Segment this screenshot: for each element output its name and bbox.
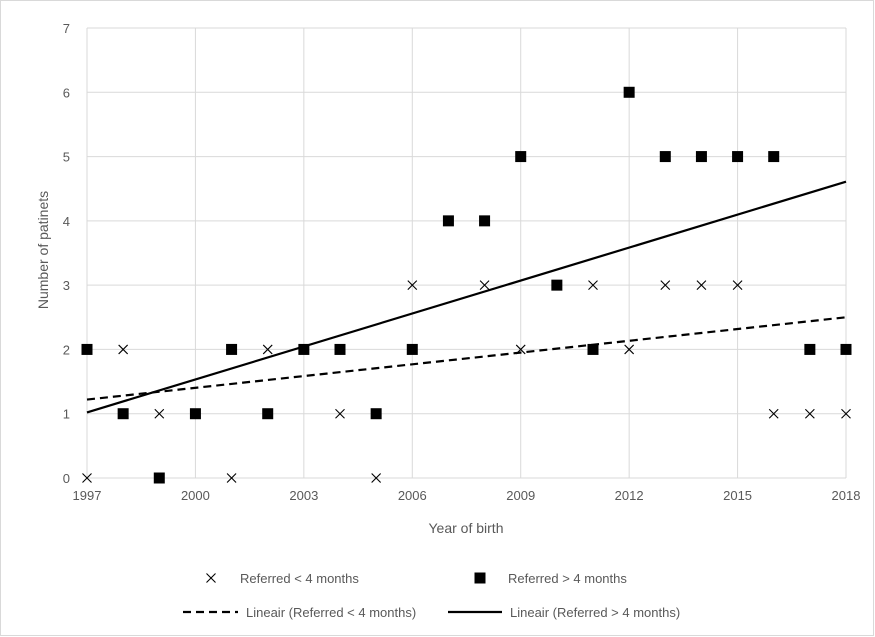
square-point — [117, 408, 129, 420]
legend-label: Referred < 4 months — [240, 571, 359, 586]
cross-point — [118, 344, 129, 355]
square-point — [623, 86, 635, 98]
cross-point — [841, 408, 851, 419]
square-point — [226, 343, 238, 355]
square-point — [768, 151, 780, 163]
x-tick-label: 2018 — [832, 488, 861, 503]
y-tick-label: 6 — [63, 85, 70, 100]
square-point — [695, 151, 707, 163]
y-tick-label: 0 — [63, 471, 70, 486]
square-point — [659, 151, 671, 163]
x-tick-label: 2000 — [181, 488, 210, 503]
square-point — [298, 343, 310, 355]
gridlines — [86, 27, 847, 479]
y-axis-ticks: 0 1 2 3 4 5 6 7 — [63, 21, 70, 486]
x-tick-label: 2006 — [398, 488, 427, 503]
legend-label: Referred > 4 months — [508, 571, 627, 586]
square-point — [479, 215, 491, 227]
square-point — [515, 151, 527, 163]
cross-point — [335, 408, 345, 419]
square-point — [189, 408, 201, 420]
cross-point — [371, 473, 382, 483]
trendlines — [86, 180, 847, 414]
y-axis-label: Number of patinets — [35, 191, 51, 309]
square-point — [587, 343, 599, 355]
cross-point — [624, 344, 635, 355]
square-point — [406, 343, 418, 355]
square-point — [442, 215, 454, 227]
cross-point — [226, 473, 237, 483]
y-tick-label: 3 — [63, 278, 70, 293]
square-point — [840, 343, 852, 355]
square-point — [153, 472, 165, 484]
x-axis-label: Year of birth — [429, 520, 504, 536]
legend-label: Lineair (Referred > 4 months) — [510, 605, 680, 620]
x-tick-label: 2012 — [615, 488, 644, 503]
legend: Referred < 4 months Referred > 4 months Li… — [183, 571, 680, 620]
trendline — [86, 316, 847, 401]
cross-point — [804, 408, 815, 419]
y-tick-label: 1 — [63, 407, 70, 422]
y-tick-label: 5 — [63, 150, 70, 165]
trendline — [86, 180, 847, 414]
x-axis-ticks: 1997 2000 2003 2006 2009 2012 2015 2018 — [73, 488, 861, 503]
cross-point — [732, 280, 743, 291]
y-tick-label: 4 — [63, 214, 70, 229]
x-tick-label: 1997 — [73, 488, 102, 503]
square-point — [551, 279, 563, 291]
cross-point — [660, 280, 671, 291]
cross-point — [588, 280, 598, 291]
cross-point — [82, 473, 92, 483]
cross-point — [696, 280, 707, 291]
cross-point — [407, 280, 418, 291]
x-tick-label: 2015 — [723, 488, 752, 503]
data-points — [81, 86, 852, 484]
cross-point — [515, 344, 526, 355]
x-tick-label: 2009 — [506, 488, 535, 503]
legend-label: Lineair (Referred < 4 months) — [246, 605, 416, 620]
square-point — [804, 343, 816, 355]
y-tick-label: 7 — [63, 21, 70, 36]
cross-point — [154, 408, 165, 419]
cross-point — [768, 408, 779, 419]
legend-cross-marker — [206, 573, 216, 583]
cross-point — [479, 280, 490, 291]
legend-square-marker — [474, 572, 486, 584]
square-point — [262, 408, 274, 420]
x-tick-label: 2003 — [289, 488, 318, 503]
y-tick-label: 2 — [63, 342, 70, 357]
square-point — [81, 343, 93, 355]
square-point — [732, 151, 744, 163]
square-point — [334, 343, 346, 355]
square-point — [370, 408, 382, 420]
cross-point — [262, 344, 273, 355]
